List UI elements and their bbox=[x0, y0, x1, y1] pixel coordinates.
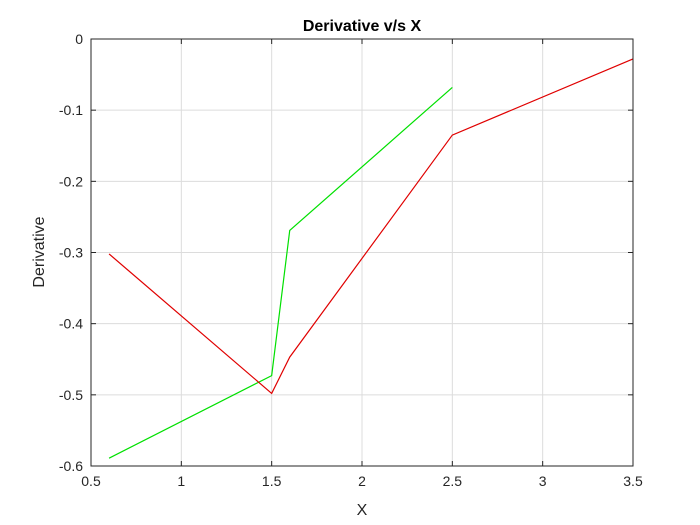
series-line-2 bbox=[108, 58, 634, 395]
y-tick-label: -0.3 bbox=[59, 245, 83, 261]
chart-title: Derivative v/s X bbox=[303, 18, 422, 35]
y-tick-label: -0.5 bbox=[59, 387, 83, 403]
y-tick-label: -0.4 bbox=[59, 316, 83, 332]
x-tick-label: 0.5 bbox=[81, 473, 101, 489]
x-tick-label: 3 bbox=[539, 473, 547, 489]
y-tick-label: 0 bbox=[75, 31, 83, 47]
y-tick-label: -0.1 bbox=[59, 102, 83, 118]
x-tick-label: 1 bbox=[177, 473, 185, 489]
series-layer bbox=[108, 58, 634, 459]
y-tick-label: -0.6 bbox=[59, 458, 83, 474]
x-axis-label: X bbox=[357, 502, 368, 519]
x-tick-label: 2.5 bbox=[443, 473, 463, 489]
y-axis-label: Derivative bbox=[31, 216, 48, 287]
y-tick-label: -0.2 bbox=[59, 173, 83, 189]
ticks: 0.5 1 1.5 2 2.5 3 3.5 0 -0.1 -0.2 -0.3 -0.4 -0.5 -0.6 bbox=[59, 31, 643, 489]
series-line-1 bbox=[108, 86, 453, 459]
x-tick-label: 2 bbox=[358, 473, 366, 489]
x-tick-label: 1.5 bbox=[262, 473, 282, 489]
x-tick-label: 3.5 bbox=[623, 473, 643, 489]
